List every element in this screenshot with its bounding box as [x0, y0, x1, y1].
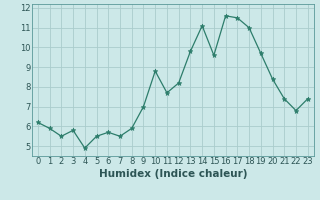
X-axis label: Humidex (Indice chaleur): Humidex (Indice chaleur)	[99, 169, 247, 179]
